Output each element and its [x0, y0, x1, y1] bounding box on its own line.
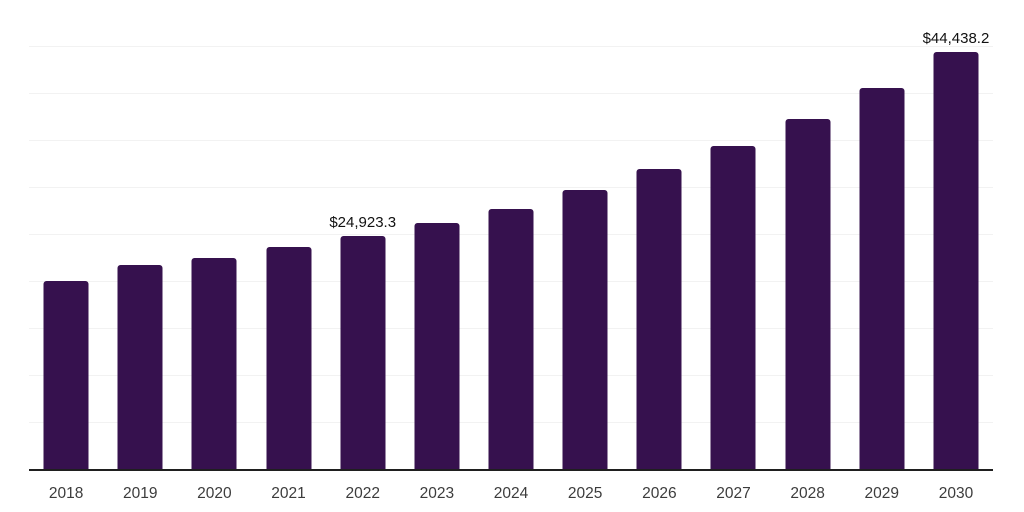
bar-2030	[933, 52, 979, 470]
gridline	[29, 93, 993, 94]
x-tick-label: 2028	[790, 485, 825, 502]
x-tick-label: 2023	[419, 485, 455, 502]
bar-band	[548, 0, 622, 470]
bar-2022	[340, 235, 386, 470]
x-tick-label: 2019	[122, 485, 158, 502]
plot-area: $24,923.3 $44,438.2	[29, 0, 993, 471]
bar-2028	[785, 118, 831, 470]
x-tick-label: 2027	[716, 485, 751, 502]
bar-band	[845, 0, 919, 470]
bar-band	[771, 0, 845, 470]
bar-2018	[43, 281, 89, 470]
bar-band: $24,923.3	[326, 0, 400, 470]
bar-2019	[117, 265, 163, 470]
gridline	[29, 187, 993, 188]
bars-container: $24,923.3 $44,438.2	[29, 0, 993, 470]
x-tick-label: 2030	[938, 485, 974, 502]
bar-value-label: $24,923.3	[329, 213, 397, 231]
x-tick-label: 2026	[642, 485, 677, 502]
bar-band	[177, 0, 251, 470]
x-tick-label: 2024	[493, 485, 529, 502]
bar-band	[103, 0, 177, 470]
bar-2024	[488, 208, 534, 470]
x-tick-label: 2022	[345, 485, 380, 502]
x-tick-label: 2029	[864, 485, 900, 502]
bar-2025	[562, 190, 608, 470]
x-tick-label: 2025	[567, 485, 603, 502]
bar-2020	[191, 258, 237, 470]
x-tick-label: 2021	[271, 485, 306, 502]
x-axis-line	[29, 469, 993, 471]
bar-band: $44,438.2	[919, 0, 993, 470]
x-axis-labels: 2018 2019 2020 2021 2022 2023 2024 2025 2026 2027…	[29, 470, 993, 512]
gridline	[29, 140, 993, 141]
bar-band	[696, 0, 770, 470]
bar-2026	[636, 168, 682, 470]
bar-value-label: $44,438.2	[922, 30, 990, 48]
bar-2027	[710, 145, 756, 470]
gridline	[29, 46, 993, 47]
bar-2029	[859, 87, 905, 470]
x-tick-label: 2020	[197, 485, 232, 502]
bar-2021	[266, 247, 312, 470]
bar-band	[29, 0, 103, 470]
bar-band	[400, 0, 474, 470]
bar-2023	[414, 222, 460, 470]
bar-band	[251, 0, 325, 470]
bar-band	[474, 0, 548, 470]
bar-band	[622, 0, 696, 470]
x-tick-label: 2018	[48, 485, 84, 502]
